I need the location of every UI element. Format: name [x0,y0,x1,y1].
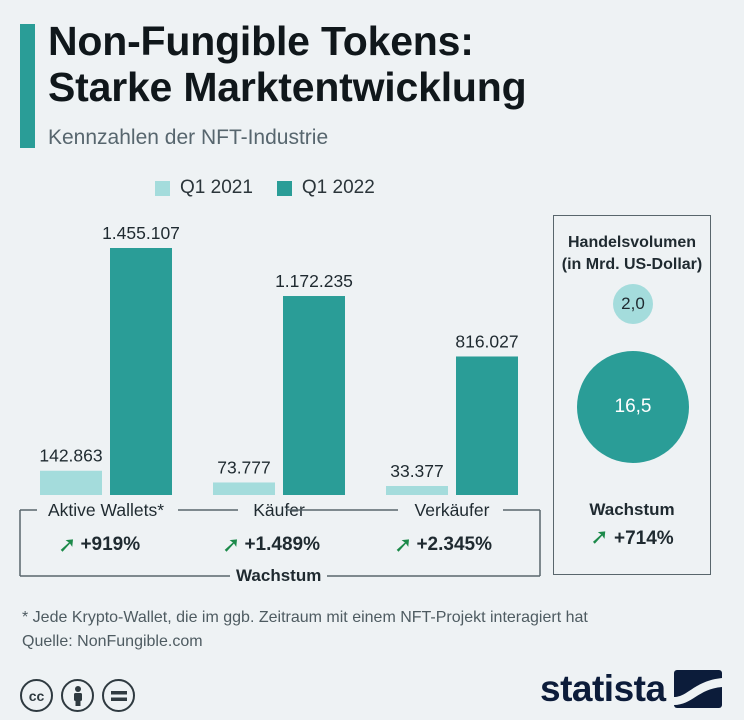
growth-aktive-wallets: ➚ +919% [58,532,140,558]
brand-name: statista [540,668,666,709]
statista-logo[interactable]: statista [540,668,722,710]
bar-verkäufer-q1-2022 [456,356,518,495]
value-label-käufer-q1-2021: 73.777 [217,457,271,477]
growth-value-kaeufer: +1.489% [244,534,320,555]
bar-käufer-q1-2021 [213,482,275,495]
trend-up-arrow-icon: ➚ [394,532,413,557]
trading-volume-growth: ➚ +714% [554,524,710,550]
title-accent-bar [20,24,35,148]
growth-kaeufer: ➚ +1.489% [222,532,320,558]
legend-swatch-q1-2021 [155,180,170,196]
growth-value-aktive-wallets: +919% [80,534,141,555]
page-subtitle: Kennzahlen der NFT-Industrie [48,126,329,149]
legend-item-q1-2022: Q1 2022 [276,177,375,199]
bar-aktive-wallets-q1-2022 [110,248,172,495]
trading-volume-title-line-1: Handelsvolumen [567,234,697,251]
page-title: Non-Fungible Tokens: Starke Marktentwick… [48,18,527,110]
bubble-q1-2022: 16,5 [577,351,689,463]
title-line-2: Starke Marktentwicklung [48,64,527,110]
creative-commons-icon[interactable]: cc [20,679,53,712]
trading-volume-panel: Handelsvolumen (in Mrd. US-Dollar) 2,0 1… [553,215,711,575]
footnote: * Jede Krypto-Wallet, die im ggb. Zeitra… [22,606,588,654]
value-label-aktive-wallets-q1-2022: 1.455.107 [102,223,180,243]
bubble-label-q1-2022: 16,5 [614,396,652,417]
trend-up-arrow-icon: ➚ [58,532,77,557]
chart-legend: Q1 2021 Q1 2022 [155,177,375,199]
value-label-verkäufer-q1-2021: 33.377 [390,461,444,481]
trading-volume-title-line-2: (in Mrd. US-Dollar) [561,256,703,273]
category-label-verkäufer: Verkäufer [415,500,490,520]
legend-label-q1-2022: Q1 2022 [301,177,375,198]
bar-aktive-wallets-q1-2021 [40,470,102,495]
value-label-verkäufer-q1-2022: 816.027 [455,331,518,351]
equals-glyph [110,690,127,701]
trading-volume-growth-value: +714% [614,528,674,549]
value-label-aktive-wallets-q1-2021: 142.863 [39,446,102,466]
trend-up-arrow-icon: ➚ [222,532,241,557]
category-label-aktive-wallets: Aktive Wallets* [48,500,164,520]
bubble-label-q1-2021: 2,0 [621,294,645,313]
legend-label-q1-2021: Q1 2021 [180,177,253,198]
attribution-icon[interactable] [61,679,94,712]
statista-wave-icon [673,670,722,708]
cc-icon-glyph: cc [28,687,45,704]
category-label-käufer: Käufer [253,500,305,520]
bar-group: 142.863 1.455.107 Aktive Wallets* 73.777 1.1… [39,223,518,520]
license-icons: cc [20,679,135,712]
no-derivatives-icon[interactable] [102,679,135,712]
footnote-text: * Jede Krypto-Wallet, die im ggb. Zeitra… [22,609,588,626]
source-text: Quelle: NonFungible.com [22,633,203,650]
legend-item-q1-2021: Q1 2021 [155,177,253,199]
trading-volume-title: Handelsvolumen (in Mrd. US-Dollar) [554,232,710,276]
trend-up-arrow-icon: ➚ [590,524,609,549]
person-glyph [73,685,82,706]
legend-swatch-q1-2022 [276,180,292,196]
bubble-q1-2021: 2,0 [613,284,653,324]
value-label-käufer-q1-2022: 1.172.235 [275,271,353,291]
title-line-1: Non-Fungible Tokens: [48,18,474,64]
bar-verkäufer-q1-2021 [386,486,448,495]
growth-value-verkaeufer: +2.345% [416,534,492,555]
trading-volume-growth-label: Wachstum [589,500,675,519]
bar-käufer-q1-2022 [283,296,345,495]
growth-caption: Wachstum [230,566,328,586]
growth-verkaeufer: ➚ +2.345% [394,532,492,558]
